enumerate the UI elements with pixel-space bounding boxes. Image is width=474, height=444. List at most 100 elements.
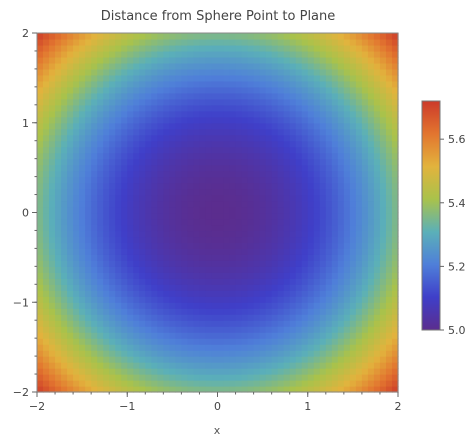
heatmap-cell bbox=[349, 206, 357, 214]
heatmap-cell bbox=[355, 164, 363, 172]
heatmap-cell bbox=[145, 320, 152, 327]
heatmap-cell bbox=[355, 218, 363, 226]
heatmap-cell bbox=[229, 284, 237, 291]
heatmap-cell bbox=[193, 296, 201, 303]
heatmap-cell bbox=[307, 386, 315, 393]
heatmap-cell bbox=[145, 338, 152, 345]
heatmap-cell bbox=[145, 332, 152, 339]
heatmap-cell bbox=[169, 182, 176, 190]
heatmap-cell bbox=[361, 62, 369, 70]
heatmap-cell bbox=[79, 260, 86, 267]
heatmap-cell bbox=[241, 326, 249, 333]
heatmap-cell bbox=[121, 92, 128, 100]
heatmap-cell bbox=[127, 164, 134, 172]
heatmap-cell bbox=[61, 338, 68, 345]
colorbar-tick-label: 5.2 bbox=[448, 260, 466, 273]
heatmap-cell bbox=[49, 74, 56, 82]
heatmap-cell bbox=[337, 92, 345, 100]
heatmap-cell bbox=[181, 74, 189, 82]
heatmap-cell bbox=[139, 56, 146, 64]
heatmap-cell bbox=[163, 344, 170, 351]
heatmap-cell bbox=[343, 188, 351, 196]
heatmap-cell bbox=[169, 380, 176, 387]
heatmap-cell bbox=[319, 320, 327, 327]
heatmap-cell bbox=[247, 278, 255, 285]
heatmap-cell bbox=[211, 194, 219, 202]
heatmap-cell bbox=[247, 350, 255, 357]
heatmap-cell bbox=[241, 68, 249, 76]
heatmap-cell bbox=[139, 230, 146, 238]
heatmap-cell bbox=[331, 152, 339, 160]
heatmap-cell bbox=[259, 218, 267, 226]
heatmap-cell bbox=[367, 218, 375, 226]
heatmap-cell bbox=[145, 356, 152, 363]
heatmap-cell bbox=[139, 368, 146, 375]
heatmap-cell bbox=[103, 272, 110, 279]
heatmap-cell bbox=[361, 362, 369, 369]
heatmap-cell bbox=[133, 308, 140, 315]
heatmap-cell bbox=[229, 356, 237, 363]
heatmap-cell bbox=[205, 146, 213, 154]
heatmap-cell bbox=[139, 254, 146, 261]
heatmap-cell bbox=[103, 380, 110, 387]
heatmap-cell bbox=[223, 236, 231, 244]
heatmap-cell bbox=[175, 110, 182, 118]
heatmap-cell bbox=[175, 152, 182, 160]
heatmap-cell bbox=[79, 50, 86, 58]
heatmap-cell bbox=[361, 368, 369, 375]
heatmap-cell bbox=[205, 224, 213, 232]
heatmap-cell bbox=[283, 86, 291, 94]
heatmap-cell bbox=[169, 332, 176, 339]
heatmap-cell bbox=[373, 74, 381, 82]
heatmap-cell bbox=[391, 50, 399, 58]
heatmap-cell bbox=[295, 374, 303, 381]
heatmap-cell bbox=[379, 140, 387, 148]
heatmap-cell bbox=[271, 368, 279, 375]
heatmap-cell bbox=[91, 248, 98, 255]
heatmap-cell bbox=[163, 302, 170, 309]
heatmap-cell bbox=[331, 314, 339, 321]
heatmap-cell bbox=[241, 386, 249, 393]
heatmap-cell bbox=[199, 86, 207, 94]
heatmap-cell bbox=[55, 242, 62, 249]
heatmap-cell bbox=[319, 74, 327, 82]
heatmap-cell bbox=[277, 164, 285, 172]
heatmap-cell bbox=[151, 332, 158, 339]
heatmap-cell bbox=[193, 260, 201, 267]
heatmap-cell bbox=[217, 33, 225, 40]
heatmap-cell bbox=[313, 206, 321, 214]
heatmap-cell bbox=[283, 350, 291, 357]
heatmap-cell bbox=[97, 86, 104, 94]
heatmap-cell bbox=[355, 272, 363, 279]
heatmap-cell bbox=[295, 362, 303, 369]
heatmap-cell bbox=[319, 200, 327, 208]
heatmap-cell bbox=[103, 182, 110, 190]
heatmap-cell bbox=[181, 260, 189, 267]
heatmap-cell bbox=[241, 44, 249, 52]
heatmap-cell bbox=[247, 272, 255, 279]
heatmap-cell bbox=[187, 314, 195, 321]
heatmap-cell bbox=[43, 44, 50, 52]
heatmap-cell bbox=[313, 104, 321, 112]
heatmap-cell bbox=[139, 188, 146, 196]
heatmap-cell bbox=[181, 338, 189, 345]
heatmap-cell bbox=[187, 194, 195, 202]
heatmap-cell bbox=[157, 188, 164, 196]
heatmap-cell bbox=[163, 254, 170, 261]
heatmap-cell bbox=[43, 326, 50, 333]
heatmap-cell bbox=[199, 182, 207, 190]
heatmap-cell bbox=[97, 98, 104, 106]
heatmap-cell bbox=[109, 33, 116, 40]
heatmap-cell bbox=[247, 302, 255, 309]
heatmap-cell bbox=[391, 314, 399, 321]
heatmap-cell bbox=[133, 320, 140, 327]
heatmap-cell bbox=[181, 33, 189, 40]
heatmap-cell bbox=[163, 146, 170, 154]
heatmap-cell bbox=[265, 140, 273, 148]
heatmap-cell bbox=[367, 164, 375, 172]
heatmap-cell bbox=[235, 236, 243, 244]
heatmap-cell bbox=[361, 320, 369, 327]
heatmap-cell bbox=[67, 38, 74, 46]
heatmap-cell bbox=[265, 254, 273, 261]
heatmap-cell bbox=[193, 278, 201, 285]
